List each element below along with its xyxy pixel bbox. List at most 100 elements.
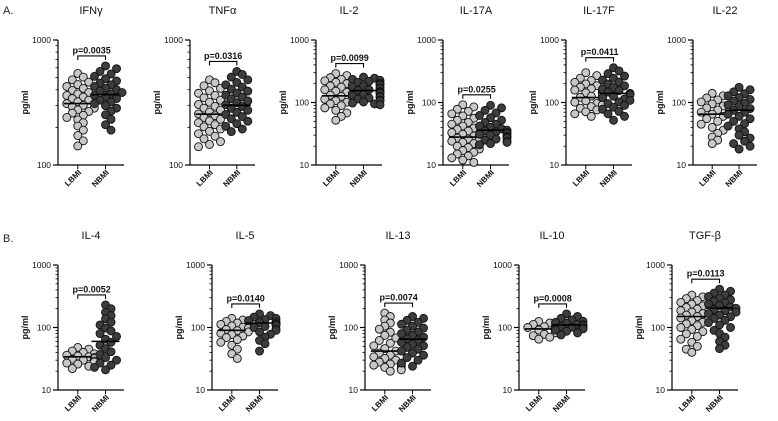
data-point-nbmi: [260, 339, 270, 349]
data-point-nbmi: [106, 114, 116, 124]
data-point-nbmi: [375, 100, 385, 110]
data-point-nbmi: [397, 337, 406, 347]
data-point-lbmi: [696, 97, 706, 107]
data-point-nbmi: [243, 105, 253, 115]
data-point-lbmi: [210, 131, 220, 141]
data-point-nbmi: [609, 115, 618, 125]
data-point-nbmi: [90, 362, 99, 372]
data-point-nbmi: [502, 137, 512, 147]
data-point-nbmi: [101, 101, 110, 111]
y-tick-label: 10: [349, 385, 359, 395]
y-tick-label: 10: [656, 385, 666, 395]
x-tick-label-nbmi: NBMI: [348, 168, 369, 189]
data-point-nbmi: [745, 141, 755, 151]
data-point-nbmi: [491, 108, 501, 118]
data-point-nbmi: [551, 325, 560, 335]
y-tick-label: 100: [37, 160, 51, 170]
y-tick-label: 10: [550, 160, 560, 170]
significance-bracket: [462, 94, 492, 99]
chart-il-17a: IL-17A 10 100 1000 pg/ml LBMI NBMI p=0.0255: [405, 5, 512, 189]
data-point-nbmi: [348, 98, 357, 108]
data-point-nbmi: [486, 100, 495, 110]
data-point-nbmi: [486, 139, 495, 149]
data-point-nbmi: [112, 355, 121, 365]
data-point-nbmi: [609, 91, 618, 101]
p-value-label: p=0.0316: [204, 51, 242, 61]
y-axis-label: pg/ml: [20, 316, 30, 340]
data-point-lbmi: [385, 338, 395, 348]
y-axis-label: pg/ml: [405, 91, 415, 115]
data-point-lbmi: [205, 126, 214, 136]
data-point-lbmi: [67, 364, 77, 374]
data-point-nbmi: [255, 346, 264, 356]
data-point-nbmi: [745, 114, 755, 124]
significance-bracket: [691, 278, 721, 284]
data-point-lbmi: [216, 337, 226, 347]
data-point-lbmi: [369, 360, 379, 370]
y-tick-label: 100: [344, 323, 358, 333]
chart-title: IL-22: [712, 5, 737, 17]
chart-tnf: TNFα 100 1000 pg/ml LBMI NBMI p=0.0316: [152, 5, 255, 189]
chart-title: IL-10: [539, 230, 564, 242]
chart-title: TNFα: [209, 5, 237, 17]
data-point-nbmi: [603, 109, 613, 119]
y-axis-label: pg/ml: [20, 91, 30, 115]
y-tick-label: 100: [672, 98, 686, 108]
data-point-lbmi: [232, 335, 242, 345]
data-point-nbmi: [715, 344, 724, 354]
chart-title: IL-17F: [583, 5, 615, 17]
x-tick-label-lbmi: LBMI: [63, 393, 83, 413]
data-point-lbmi: [545, 332, 555, 342]
x-tick-label-nbmi: NBMI: [397, 393, 418, 414]
y-tick-label: 1000: [32, 35, 51, 45]
y-tick-label: 100: [651, 323, 665, 333]
y-axis-label: pg/ml: [634, 316, 644, 340]
data-point-lbmi: [216, 137, 225, 147]
x-tick-label-lbmi: LBMI: [63, 168, 83, 188]
data-point-nbmi: [243, 86, 253, 96]
y-tick-label: 10: [677, 160, 687, 170]
y-axis-label: pg/ml: [152, 91, 162, 115]
data-point-nbmi: [101, 61, 110, 71]
chart-title: TGF-β: [689, 230, 721, 242]
chart-title: IL-17A: [460, 5, 493, 17]
data-point-nbmi: [620, 100, 629, 110]
data-point-nbmi: [226, 127, 236, 137]
y-tick-label: 100: [169, 160, 183, 170]
x-tick-label-nbmi: NBMI: [90, 168, 111, 189]
data-point-lbmi: [534, 334, 544, 344]
data-point-nbmi: [243, 116, 253, 126]
data-point-lbmi: [692, 331, 702, 341]
x-tick-label-nbmi: NBMI: [598, 168, 619, 189]
x-tick-label-lbmi: LBMI: [448, 168, 468, 188]
data-point-nbmi: [408, 361, 417, 371]
x-tick-label-lbmi: LBMI: [697, 168, 717, 188]
data-point-lbmi: [698, 327, 708, 337]
data-point-nbmi: [232, 119, 242, 129]
significance-bracket: [384, 302, 414, 308]
data-point-lbmi: [681, 329, 691, 339]
data-point-nbmi: [397, 319, 406, 329]
data-point-nbmi: [715, 320, 724, 330]
data-point-lbmi: [592, 71, 602, 80]
data-point-nbmi: [620, 81, 629, 91]
data-point-nbmi: [106, 337, 116, 347]
data-point-nbmi: [221, 121, 231, 131]
data-point-lbmi: [210, 78, 220, 88]
data-point-nbmi: [723, 109, 733, 119]
data-point-nbmi: [413, 355, 423, 365]
data-point-nbmi: [723, 121, 733, 131]
data-point-lbmi: [692, 341, 702, 351]
data-point-lbmi: [570, 109, 580, 119]
y-tick-label: 1000: [290, 35, 309, 45]
data-point-lbmi: [696, 119, 706, 129]
data-point-nbmi: [237, 124, 247, 134]
data-point-nbmi: [614, 66, 624, 76]
data-point-lbmi: [374, 324, 384, 334]
data-point-nbmi: [243, 75, 253, 85]
data-point-lbmi: [676, 323, 686, 332]
significance-bracket: [77, 55, 107, 60]
significance-bracket: [77, 294, 107, 299]
x-tick-label-nbmi: NBMI: [551, 393, 572, 414]
